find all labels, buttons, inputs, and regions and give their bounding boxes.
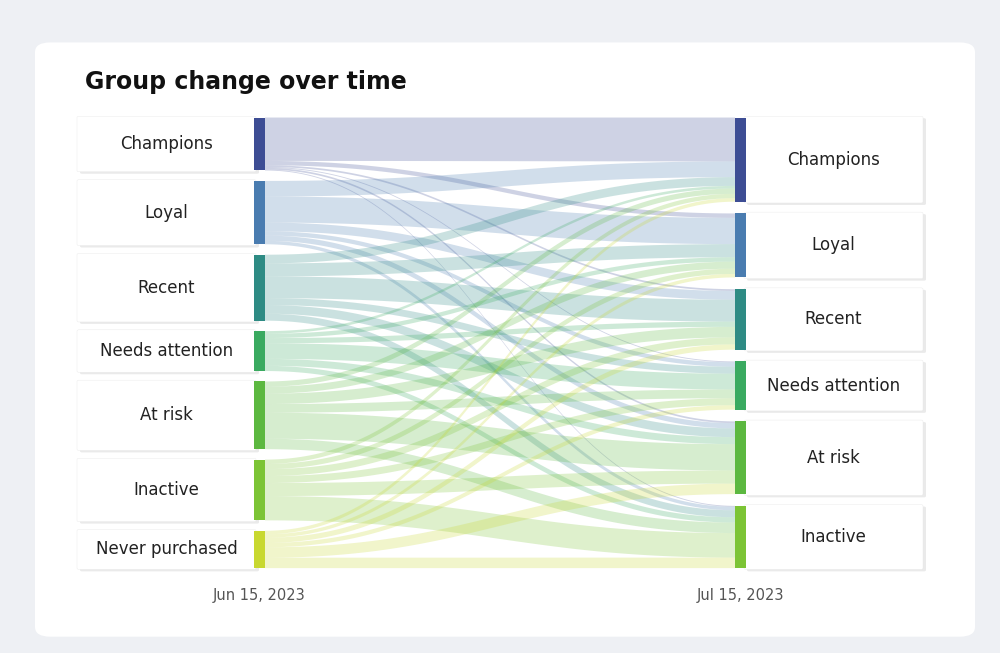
FancyBboxPatch shape bbox=[80, 460, 259, 524]
FancyBboxPatch shape bbox=[744, 288, 923, 351]
Polygon shape bbox=[265, 470, 735, 496]
Polygon shape bbox=[265, 484, 735, 558]
Text: Recent: Recent bbox=[138, 279, 195, 296]
FancyBboxPatch shape bbox=[77, 253, 256, 322]
Polygon shape bbox=[265, 398, 735, 483]
Polygon shape bbox=[265, 177, 735, 263]
Text: At risk: At risk bbox=[807, 449, 860, 467]
Polygon shape bbox=[265, 558, 735, 568]
Polygon shape bbox=[265, 338, 735, 476]
Polygon shape bbox=[265, 118, 735, 161]
FancyBboxPatch shape bbox=[77, 180, 256, 246]
Polygon shape bbox=[265, 262, 735, 394]
Polygon shape bbox=[265, 344, 735, 543]
Polygon shape bbox=[265, 359, 735, 444]
Polygon shape bbox=[265, 170, 735, 507]
FancyBboxPatch shape bbox=[77, 380, 256, 451]
FancyBboxPatch shape bbox=[77, 330, 256, 372]
Text: Recent: Recent bbox=[805, 310, 862, 328]
Bar bbox=[254, 331, 265, 371]
FancyBboxPatch shape bbox=[80, 118, 259, 174]
FancyBboxPatch shape bbox=[747, 214, 926, 281]
Bar bbox=[735, 214, 746, 278]
Polygon shape bbox=[265, 161, 735, 197]
Text: Inactive: Inactive bbox=[801, 528, 866, 546]
FancyBboxPatch shape bbox=[744, 360, 923, 411]
Polygon shape bbox=[265, 168, 735, 423]
Polygon shape bbox=[265, 389, 735, 413]
Bar bbox=[735, 289, 746, 349]
FancyBboxPatch shape bbox=[80, 182, 259, 247]
FancyBboxPatch shape bbox=[747, 290, 926, 353]
FancyBboxPatch shape bbox=[747, 362, 926, 413]
Polygon shape bbox=[265, 186, 735, 334]
Polygon shape bbox=[265, 327, 735, 404]
Polygon shape bbox=[265, 406, 735, 547]
Polygon shape bbox=[265, 257, 735, 338]
Text: Needs attention: Needs attention bbox=[100, 342, 233, 360]
Polygon shape bbox=[265, 244, 735, 276]
Text: Inactive: Inactive bbox=[134, 481, 199, 499]
Text: Needs attention: Needs attention bbox=[767, 377, 900, 394]
FancyBboxPatch shape bbox=[35, 42, 975, 637]
Bar bbox=[254, 381, 265, 449]
Polygon shape bbox=[265, 298, 735, 374]
FancyBboxPatch shape bbox=[744, 116, 923, 203]
Polygon shape bbox=[265, 167, 735, 362]
FancyBboxPatch shape bbox=[80, 532, 259, 571]
FancyBboxPatch shape bbox=[747, 118, 926, 205]
Polygon shape bbox=[265, 366, 735, 522]
FancyBboxPatch shape bbox=[77, 116, 256, 172]
Text: At risk: At risk bbox=[140, 406, 193, 424]
Polygon shape bbox=[265, 194, 735, 464]
Bar bbox=[735, 361, 746, 409]
FancyBboxPatch shape bbox=[80, 382, 259, 453]
Polygon shape bbox=[265, 496, 735, 558]
FancyBboxPatch shape bbox=[744, 505, 923, 569]
Bar bbox=[254, 181, 265, 244]
Polygon shape bbox=[265, 268, 735, 469]
Polygon shape bbox=[265, 236, 735, 428]
Text: Jul 15, 2023: Jul 15, 2023 bbox=[697, 588, 784, 603]
Text: Champions: Champions bbox=[120, 135, 213, 153]
Polygon shape bbox=[265, 343, 735, 389]
Bar bbox=[254, 531, 265, 568]
Polygon shape bbox=[265, 241, 735, 510]
Polygon shape bbox=[265, 161, 735, 218]
FancyBboxPatch shape bbox=[744, 420, 923, 496]
FancyBboxPatch shape bbox=[747, 507, 926, 571]
FancyBboxPatch shape bbox=[80, 332, 259, 374]
Bar bbox=[735, 421, 746, 494]
Bar bbox=[254, 118, 265, 170]
FancyBboxPatch shape bbox=[80, 255, 259, 324]
Text: Champions: Champions bbox=[787, 151, 880, 168]
Polygon shape bbox=[265, 189, 735, 387]
FancyBboxPatch shape bbox=[747, 422, 926, 498]
Text: Loyal: Loyal bbox=[812, 236, 855, 255]
FancyBboxPatch shape bbox=[744, 212, 923, 279]
Polygon shape bbox=[265, 439, 735, 533]
Text: Group change over time: Group change over time bbox=[85, 70, 407, 93]
Polygon shape bbox=[265, 305, 735, 437]
Polygon shape bbox=[265, 313, 735, 517]
Polygon shape bbox=[265, 231, 735, 367]
Polygon shape bbox=[265, 197, 735, 244]
Text: Loyal: Loyal bbox=[145, 204, 188, 221]
FancyBboxPatch shape bbox=[77, 458, 256, 522]
Bar bbox=[735, 506, 746, 568]
Polygon shape bbox=[265, 274, 735, 537]
Bar bbox=[735, 118, 746, 202]
Polygon shape bbox=[265, 413, 735, 470]
Polygon shape bbox=[265, 322, 735, 343]
Polygon shape bbox=[265, 276, 735, 322]
Bar bbox=[254, 255, 265, 321]
FancyBboxPatch shape bbox=[77, 530, 256, 569]
Polygon shape bbox=[265, 165, 735, 291]
Bar bbox=[254, 460, 265, 520]
Polygon shape bbox=[265, 223, 735, 300]
Text: Jun 15, 2023: Jun 15, 2023 bbox=[213, 588, 306, 603]
Polygon shape bbox=[265, 198, 735, 534]
Text: Never purchased: Never purchased bbox=[96, 541, 237, 558]
